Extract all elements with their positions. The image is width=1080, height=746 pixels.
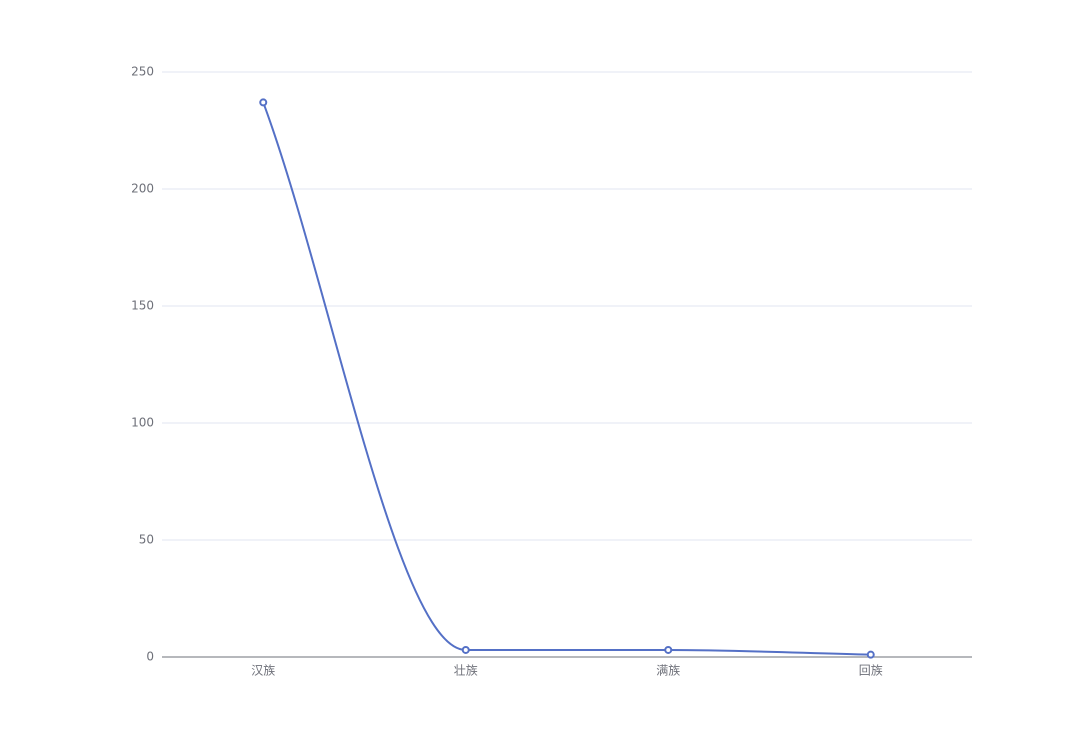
y-tick-label: 200 (131, 182, 154, 196)
y-tick-label: 50 (139, 533, 154, 547)
point (664, 645, 673, 654)
point (866, 650, 875, 659)
x-tick-label: 满族 (656, 664, 680, 678)
y-tick-label: 250 (131, 65, 154, 79)
point (259, 98, 268, 107)
x-tick-label: 汉族 (251, 664, 275, 678)
y-tick-label: 150 (131, 299, 154, 313)
y-tick-label: 100 (131, 416, 154, 430)
x-tick-label: 回族 (859, 664, 883, 678)
line (262, 102, 871, 656)
point (461, 645, 470, 654)
x-tick-label: 壮族 (454, 664, 478, 678)
y-tick-label: 0 (146, 650, 154, 664)
